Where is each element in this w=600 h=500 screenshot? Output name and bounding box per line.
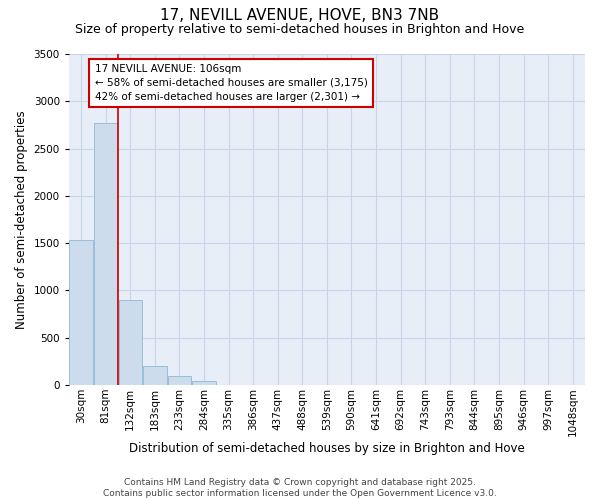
Bar	[119, 300, 142, 385]
Bar	[168, 376, 191, 385]
Text: 17 NEVILL AVENUE: 106sqm
← 58% of semi-detached houses are smaller (3,175)
42% o: 17 NEVILL AVENUE: 106sqm ← 58% of semi-d…	[95, 64, 368, 102]
Y-axis label: Number of semi-detached properties: Number of semi-detached properties	[15, 110, 28, 329]
Bar	[70, 240, 93, 385]
Text: 17, NEVILL AVENUE, HOVE, BN3 7NB: 17, NEVILL AVENUE, HOVE, BN3 7NB	[160, 8, 440, 22]
Bar	[193, 380, 215, 385]
Bar	[143, 366, 167, 385]
X-axis label: Distribution of semi-detached houses by size in Brighton and Hove: Distribution of semi-detached houses by …	[129, 442, 525, 455]
Bar	[94, 123, 118, 385]
Text: Contains HM Land Registry data © Crown copyright and database right 2025.
Contai: Contains HM Land Registry data © Crown c…	[103, 478, 497, 498]
Text: Size of property relative to semi-detached houses in Brighton and Hove: Size of property relative to semi-detach…	[76, 22, 524, 36]
